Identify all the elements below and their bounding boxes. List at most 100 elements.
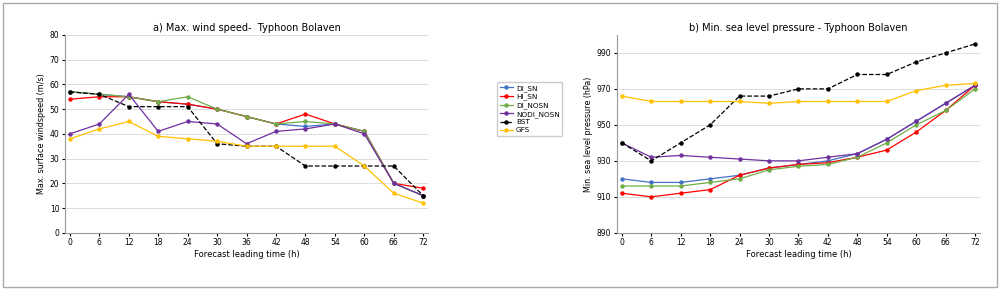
DI_NOSN bbox=[417, 194, 429, 197]
NODI_NOSN bbox=[152, 130, 164, 133]
NODI_NOSN bbox=[388, 182, 400, 185]
HI_SN bbox=[152, 100, 164, 104]
BST bbox=[358, 164, 370, 168]
DI_NOSN bbox=[299, 120, 311, 123]
DI_SN bbox=[822, 159, 834, 163]
DI_NOSN bbox=[763, 168, 775, 172]
DI_NOSN bbox=[152, 100, 164, 104]
HI_SN bbox=[299, 112, 311, 116]
HI_SN bbox=[645, 195, 657, 198]
GFS bbox=[910, 89, 922, 93]
HI_SN bbox=[940, 109, 952, 112]
NODI_NOSN bbox=[123, 93, 135, 96]
DI_NOSN bbox=[734, 177, 746, 181]
DI_SN bbox=[123, 95, 135, 98]
GFS bbox=[881, 100, 893, 103]
NODI_NOSN bbox=[881, 138, 893, 141]
HI_SN bbox=[910, 130, 922, 134]
BST bbox=[792, 87, 804, 91]
HI_SN bbox=[417, 187, 429, 190]
DI_NOSN bbox=[211, 107, 223, 111]
DI_NOSN bbox=[822, 163, 834, 166]
NODI_NOSN bbox=[851, 152, 863, 155]
Line: GFS: GFS bbox=[68, 120, 425, 205]
BST bbox=[734, 94, 746, 98]
BST bbox=[645, 159, 657, 163]
HI_SN bbox=[329, 122, 341, 126]
DI_NOSN bbox=[388, 182, 400, 185]
DI_SN bbox=[329, 122, 341, 126]
HI_SN bbox=[792, 163, 804, 166]
DI_SN bbox=[616, 177, 628, 181]
NODI_NOSN bbox=[616, 141, 628, 145]
DI_NOSN bbox=[675, 184, 687, 188]
GFS bbox=[93, 127, 105, 131]
GFS bbox=[152, 134, 164, 138]
DI_NOSN bbox=[851, 155, 863, 159]
Line: NODI_NOSN: NODI_NOSN bbox=[620, 84, 977, 162]
NODI_NOSN bbox=[241, 142, 253, 146]
DI_NOSN bbox=[940, 109, 952, 112]
GFS bbox=[211, 140, 223, 143]
BST bbox=[969, 42, 981, 46]
DI_SN bbox=[182, 102, 194, 106]
DI_SN bbox=[851, 152, 863, 155]
GFS bbox=[792, 100, 804, 103]
BST bbox=[329, 164, 341, 168]
GFS bbox=[123, 120, 135, 123]
GFS bbox=[675, 100, 687, 103]
NODI_NOSN bbox=[211, 122, 223, 126]
Line: HI_SN: HI_SN bbox=[620, 84, 977, 198]
DI_NOSN bbox=[645, 184, 657, 188]
NODI_NOSN bbox=[704, 155, 716, 159]
GFS bbox=[270, 145, 282, 148]
NODI_NOSN bbox=[93, 122, 105, 126]
GFS bbox=[851, 100, 863, 103]
BST bbox=[152, 105, 164, 109]
DI_SN bbox=[211, 107, 223, 111]
NODI_NOSN bbox=[822, 155, 834, 159]
DI_NOSN bbox=[792, 164, 804, 168]
NODI_NOSN bbox=[329, 122, 341, 126]
DI_SN bbox=[358, 130, 370, 133]
Line: BST: BST bbox=[68, 90, 425, 197]
GFS bbox=[704, 100, 716, 103]
BST bbox=[763, 94, 775, 98]
BST bbox=[851, 73, 863, 76]
DI_NOSN bbox=[329, 122, 341, 126]
HI_SN bbox=[675, 191, 687, 195]
DI_SN bbox=[881, 138, 893, 141]
GFS bbox=[182, 137, 194, 141]
DI_SN bbox=[704, 177, 716, 181]
GFS bbox=[940, 84, 952, 87]
HI_SN bbox=[388, 182, 400, 185]
GFS bbox=[241, 145, 253, 148]
Title: b) Min. sea level pressure - Typhoon Bolaven: b) Min. sea level pressure - Typhoon Bol… bbox=[689, 23, 908, 33]
HI_SN bbox=[241, 115, 253, 118]
DI_SN bbox=[675, 181, 687, 184]
Y-axis label: Max. surface windspeed (m/s): Max. surface windspeed (m/s) bbox=[37, 74, 46, 194]
GFS bbox=[417, 201, 429, 205]
DI_NOSN bbox=[704, 181, 716, 184]
HI_SN bbox=[182, 102, 194, 106]
NODI_NOSN bbox=[792, 159, 804, 163]
Line: GFS: GFS bbox=[620, 82, 977, 105]
BST bbox=[388, 164, 400, 168]
DI_SN bbox=[792, 163, 804, 166]
BST bbox=[704, 123, 716, 127]
HI_SN bbox=[93, 95, 105, 98]
NODI_NOSN bbox=[969, 84, 981, 87]
DI_SN bbox=[969, 84, 981, 87]
DI_NOSN bbox=[123, 95, 135, 98]
BST bbox=[270, 145, 282, 148]
HI_SN bbox=[123, 95, 135, 98]
NODI_NOSN bbox=[675, 154, 687, 157]
BST bbox=[881, 73, 893, 76]
DI_NOSN bbox=[881, 141, 893, 145]
Line: NODI_NOSN: NODI_NOSN bbox=[68, 93, 425, 197]
BST bbox=[940, 51, 952, 55]
BST bbox=[241, 145, 253, 148]
Line: BST: BST bbox=[620, 42, 977, 162]
Y-axis label: Min. sea level pressure (hPa): Min. sea level pressure (hPa) bbox=[584, 76, 593, 191]
HI_SN bbox=[704, 188, 716, 191]
